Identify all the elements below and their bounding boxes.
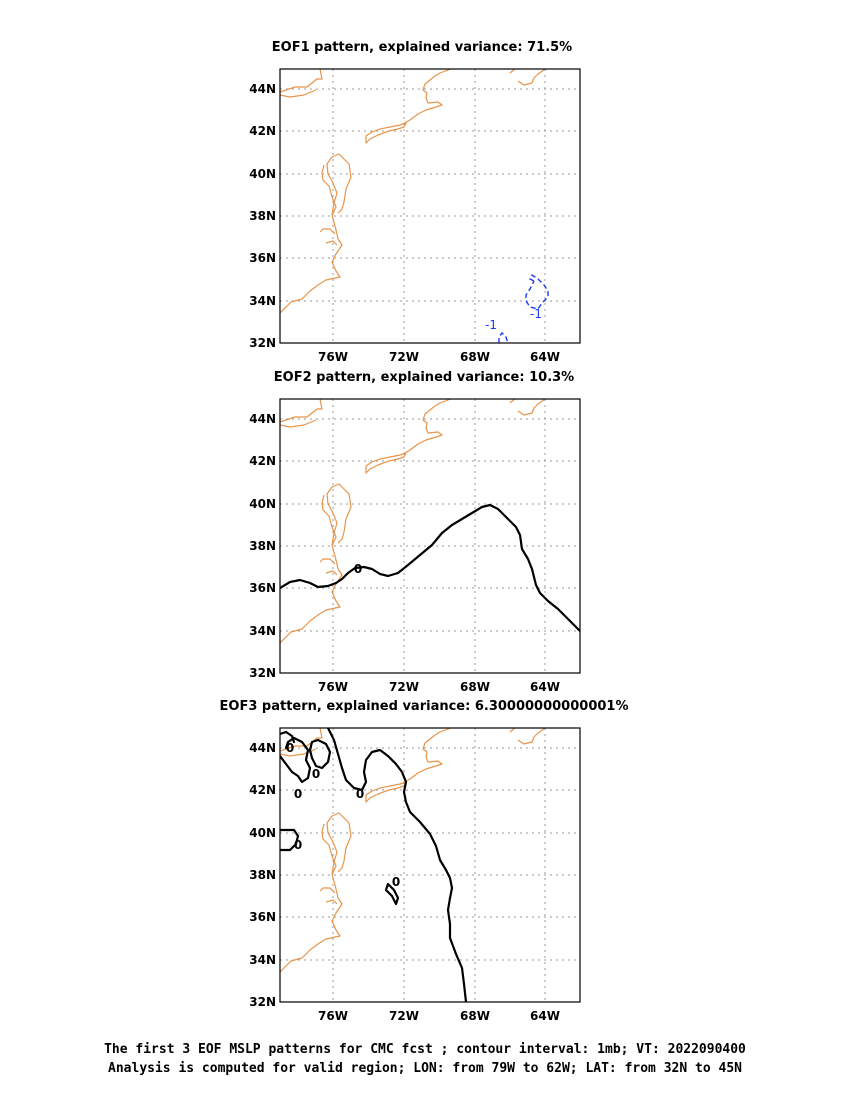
lat-tick: 40N [249,167,276,181]
panel-3-map: 0 0 0 0 0 0 44N 42N 40N 38N 36N 34N 32N … [249,727,581,1023]
lon-tick: 68W [460,680,490,694]
panel-2-title: EOF2 pattern, explained variance: 10.3% [274,370,574,385]
lat-tick: 38N [249,539,276,553]
panel-3-contour-label: 0 [356,787,364,801]
panel-1-frame [279,68,581,344]
panel-1-contour-label: -1 [530,307,542,321]
lon-tick: 72W [389,680,419,694]
lat-tick: 36N [249,910,276,924]
lat-tick: 36N [249,581,276,595]
lat-tick: 34N [249,624,276,638]
panel-3-contours [280,728,468,1002]
panel-2-frame [279,398,581,674]
panel-2-coastline [280,399,580,644]
panel-3-contour-label: 0 [286,741,294,755]
lon-tick: 68W [460,1009,490,1023]
lat-tick: 34N [249,953,276,967]
panel-1-title: EOF1 pattern, explained variance: 71.5% [272,40,572,55]
contour-zero-w [280,828,300,852]
footer-caption-line-2: Analysis is computed for valid region; L… [108,1061,742,1076]
panel-3-title: EOF3 pattern, explained variance: 6.3000… [220,699,629,714]
panel-1-map: -1 -1 44N 42N 40N 38N 36N 34N 32N 76W 72… [249,68,581,364]
contour-zero-nw2 [308,738,332,770]
panel-1-contours [498,273,549,343]
lon-tick: 68W [460,350,490,364]
lat-tick: 42N [249,783,276,797]
panel-2-lat-ticks: 44N 42N 40N 38N 36N 34N 32N [249,412,276,680]
lon-tick: 72W [389,1009,419,1023]
panel-3-contour-label: 0 [312,767,320,781]
contour-zero-main [326,728,468,1002]
panel-3-lat-ticks: 44N 42N 40N 38N 36N 34N 32N [249,741,276,1009]
lat-tick: 34N [249,294,276,308]
lat-tick: 38N [249,868,276,882]
lon-tick: 76W [318,1009,348,1023]
lat-tick: 42N [249,454,276,468]
lat-tick: 44N [249,741,276,755]
panel-2-map: 0 44N 42N 40N 38N 36N 34N 32N 76W 72W 68… [249,398,581,694]
lat-tick: 44N [249,82,276,96]
lon-tick: 72W [389,350,419,364]
lat-tick: 40N [249,497,276,511]
lat-tick: 36N [249,251,276,265]
panel-3-contour-label: 0 [294,787,302,801]
lat-tick: 32N [249,336,276,350]
panel-3-contour-label: 0 [294,838,302,852]
panel-3-frame [279,727,581,1003]
panel-1-lat-ticks: 44N 42N 40N 38N 36N 34N 32N [249,82,276,350]
panel-1-contour-label: -1 [485,318,497,332]
contour-zero-nw3 [280,730,296,744]
eof-figure: EOF1 pattern, explained variance: 71.5% … [220,40,629,1023]
lat-tick: 42N [249,124,276,138]
lon-tick: 64W [530,1009,560,1023]
lon-tick: 64W [530,680,560,694]
lon-tick: 76W [318,680,348,694]
contour-neg1-east [525,273,549,310]
panel-1-gridlines [279,68,581,344]
contour-zero [280,503,580,633]
panel-2-contour-label: 0 [354,562,362,576]
lon-tick: 76W [318,350,348,364]
lat-tick: 32N [249,995,276,1009]
panel-3-contour-label: 0 [392,875,400,889]
contour-neg1-south [498,331,509,343]
panel-2-contours [280,503,580,633]
panel-2-lon-ticks: 76W 72W 68W 64W [318,680,560,694]
contour-zero-nw1 [280,736,312,784]
lat-tick: 40N [249,826,276,840]
panel-3-gridlines [279,727,581,1003]
panel-3-coastline [280,728,580,973]
contour-zero-island [384,882,400,906]
panel-2-gridlines [279,398,581,674]
footer-caption-line-1: The first 3 EOF MSLP patterns for CMC fc… [104,1042,746,1057]
panel-3-lon-ticks: 76W 72W 68W 64W [318,1009,560,1023]
lat-tick: 44N [249,412,276,426]
panel-1-coastline [280,69,580,314]
lat-tick: 32N [249,666,276,680]
panel-1-lon-ticks: 76W 72W 68W 64W [318,350,560,364]
lon-tick: 64W [530,350,560,364]
lat-tick: 38N [249,209,276,223]
